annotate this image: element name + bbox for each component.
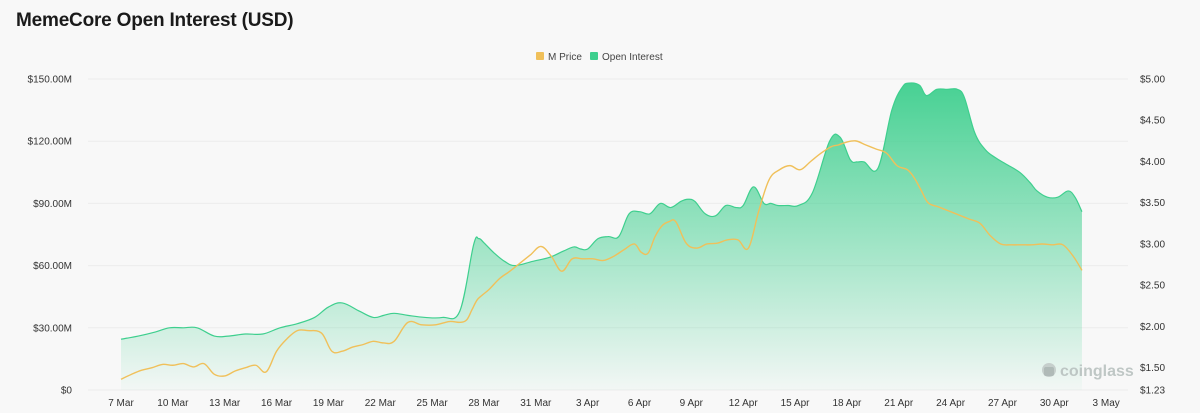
legend-swatch-price [536,52,544,60]
x-tick-label: 28 Mar [468,398,500,409]
x-tick-label: 16 Mar [261,398,293,409]
y-left-tick-label: $90.00M [33,199,72,210]
x-tick-label: 9 Apr [680,398,704,409]
y-axis-right: $1.23 $1.50 $2.00 $2.50 $3.00 $3.50 $4.00 $4.50… [1140,75,1165,397]
open-interest-series [120,82,1083,390]
watermark-text: coinglass [1060,363,1134,380]
x-tick-label: 31 Mar [520,398,552,409]
legend-item-open-interest[interactable]: Open Interest [590,52,663,63]
m-price-series [120,140,1083,380]
y-left-tick-label: $60.00M [33,261,72,272]
x-tick-label: 24 Apr [936,398,966,409]
y-left-tick-label: $120.00M [28,137,72,148]
y-right-tick-label: $1.23 [1140,386,1165,397]
x-tick-label: 3 Apr [576,398,600,409]
m-price-line [120,140,1083,380]
open-interest-area [121,82,1082,390]
legend-label-price: M Price [548,52,582,63]
y-left-tick-label: $30.00M [33,323,72,334]
y-right-tick-label: $1.50 [1140,363,1165,374]
y-right-tick-label: $4.50 [1140,116,1165,127]
legend-label-open-interest: Open Interest [602,52,663,63]
x-tick-label: 10 Mar [157,398,189,409]
open-interest-line [120,82,1083,340]
y-right-tick-label: $5.00 [1140,75,1165,86]
x-tick-label: 3 May [1093,398,1120,409]
x-tick-label: 21 Apr [884,398,914,409]
x-tick-label: 30 Apr [1040,398,1070,409]
legend-item-price[interactable]: M Price [536,52,582,63]
coinglass-logo-icon [1042,363,1056,377]
x-tick-label: 15 Apr [781,398,811,409]
y-right-tick-label: $3.00 [1140,239,1165,250]
legend: M Price Open Interest [536,52,663,63]
y-left-tick-label: $0 [61,386,73,397]
x-tick-label: 13 Mar [209,398,241,409]
x-tick-label: 19 Mar [313,398,345,409]
x-axis: 7 Mar 10 Mar 13 Mar 16 Mar 19 Mar 22 Mar 25 Ma… [108,398,1120,409]
y-axis-left: $0 $30.00M $60.00M $90.00M $120.00M $150.00M [28,75,73,397]
x-tick-label: 18 Apr [832,398,862,409]
y-right-tick-label: $4.00 [1140,157,1165,168]
x-tick-label: 25 Mar [417,398,449,409]
x-tick-label: 7 Mar [108,398,134,409]
x-tick-label: 12 Apr [729,398,759,409]
y-right-tick-label: $3.50 [1140,198,1165,209]
y-right-tick-label: $2.00 [1140,322,1165,333]
x-tick-label: 22 Mar [365,398,397,409]
coinglass-watermark: coinglass [1042,363,1134,380]
y-right-tick-label: $2.50 [1140,281,1165,292]
y-left-tick-label: $150.00M [28,75,72,86]
x-tick-label: 6 Apr [628,398,652,409]
chart-title: MemeCore Open Interest (USD) [16,10,294,31]
x-tick-label: 27 Apr [988,398,1018,409]
legend-swatch-open-interest [590,52,598,60]
